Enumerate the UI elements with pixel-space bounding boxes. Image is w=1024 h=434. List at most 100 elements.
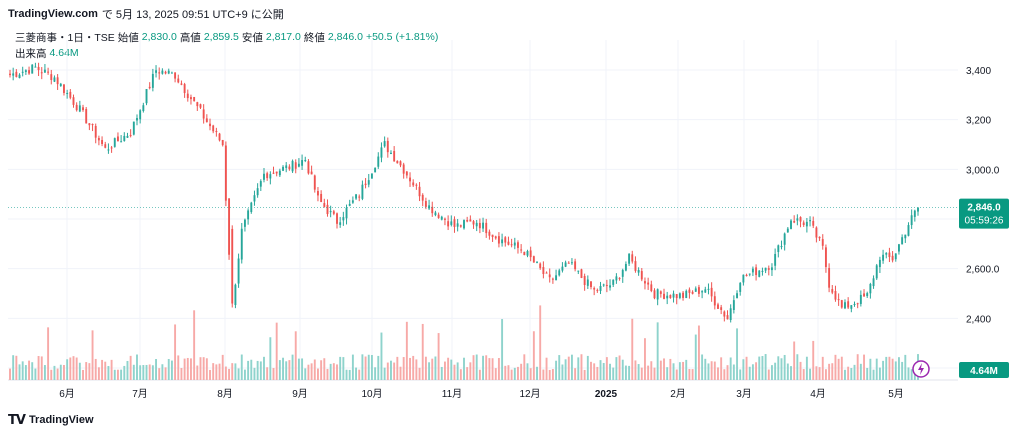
volume-bar [612, 367, 615, 380]
volume-label: 出来高 [15, 47, 47, 60]
volume-bar [231, 363, 234, 380]
volume-bar [126, 360, 129, 380]
candle [304, 159, 307, 161]
volume-bar [221, 354, 224, 380]
y-tick-label: 3,200 [966, 116, 991, 127]
volume-bar [526, 363, 529, 380]
candle [790, 220, 792, 229]
volume-bar [247, 360, 250, 380]
candle [805, 221, 808, 227]
candle [97, 138, 100, 141]
volume-bar [50, 369, 53, 380]
candle [75, 104, 78, 111]
volume-bar [580, 354, 583, 380]
volume-bar [170, 360, 173, 380]
candle [158, 72, 161, 74]
volume-bar [101, 359, 104, 380]
volume-bar [59, 364, 62, 380]
candle [180, 83, 183, 85]
candle [878, 259, 881, 268]
candle [170, 72, 173, 74]
volume-bar [428, 362, 431, 380]
volume-bar [675, 369, 678, 380]
candle [593, 288, 596, 290]
volume-bar [459, 369, 462, 380]
symbol-label[interactable]: 三菱商事・1日・TSE [15, 31, 115, 44]
volume-bar [840, 356, 843, 380]
volume-bar [37, 356, 40, 380]
candle [123, 135, 126, 141]
candle [548, 274, 551, 278]
volume-bar [269, 337, 272, 380]
volume-bar [380, 332, 383, 380]
candle [161, 70, 164, 74]
volume-bar [574, 368, 577, 380]
candle [243, 219, 246, 227]
volume-bar [564, 359, 567, 380]
volume-bar [802, 369, 805, 380]
volume-bar [875, 358, 878, 380]
volume-bar [82, 369, 84, 380]
volume-bar [332, 363, 335, 380]
candle [294, 162, 297, 169]
candle [809, 220, 812, 222]
candle [383, 141, 386, 147]
candle [28, 70, 31, 74]
candle [113, 138, 116, 147]
volume-bar [63, 365, 65, 380]
volume-bar [351, 354, 354, 380]
candle [904, 234, 907, 239]
volume-bar [205, 358, 208, 380]
open-label: 始値 [117, 31, 139, 44]
candle [678, 293, 681, 298]
candle [539, 263, 542, 269]
candle [177, 78, 180, 83]
candle [129, 135, 132, 137]
volume-bar [777, 356, 780, 380]
x-tick-label: 2025 [595, 389, 618, 400]
volume-bar [110, 359, 113, 380]
candle [567, 262, 570, 264]
candle [15, 71, 18, 77]
candle [142, 105, 145, 112]
candle [723, 311, 726, 317]
volume-bar [491, 358, 494, 380]
tradingview-logo[interactable]: 𝗧𝗩 TradingView [8, 412, 94, 428]
candle [421, 194, 424, 201]
volume-bar [618, 355, 621, 380]
candle [885, 252, 888, 255]
volume-bar [815, 366, 818, 380]
candle [145, 89, 148, 104]
volume-bar [180, 368, 183, 380]
volume-bar [463, 357, 465, 380]
candle [424, 201, 427, 207]
candle [561, 266, 564, 271]
volume-bar [628, 365, 631, 380]
volume-bar [685, 359, 688, 380]
candle [88, 123, 91, 126]
candle [840, 300, 843, 308]
volume-bar [821, 356, 824, 380]
candle [396, 160, 399, 164]
volume-bar [418, 367, 421, 380]
candle [234, 284, 237, 305]
volume-bar [717, 367, 719, 380]
volume-bar [139, 365, 142, 380]
change-value: +50.5 (+1.81%) [365, 31, 439, 43]
candle [167, 70, 170, 74]
volume-bar [767, 369, 770, 380]
volume-bar [504, 365, 507, 380]
candle [882, 254, 885, 261]
candle [317, 191, 319, 196]
volume-bar [288, 360, 291, 380]
volume-bar [910, 369, 913, 380]
candle [199, 104, 202, 108]
x-tick-label: 12月 [519, 388, 540, 400]
candle [380, 147, 383, 158]
volume-bar [66, 359, 69, 380]
candle [542, 267, 545, 275]
candle [348, 203, 351, 206]
candle [139, 110, 142, 120]
close-value: 2,846.0 [327, 31, 363, 43]
